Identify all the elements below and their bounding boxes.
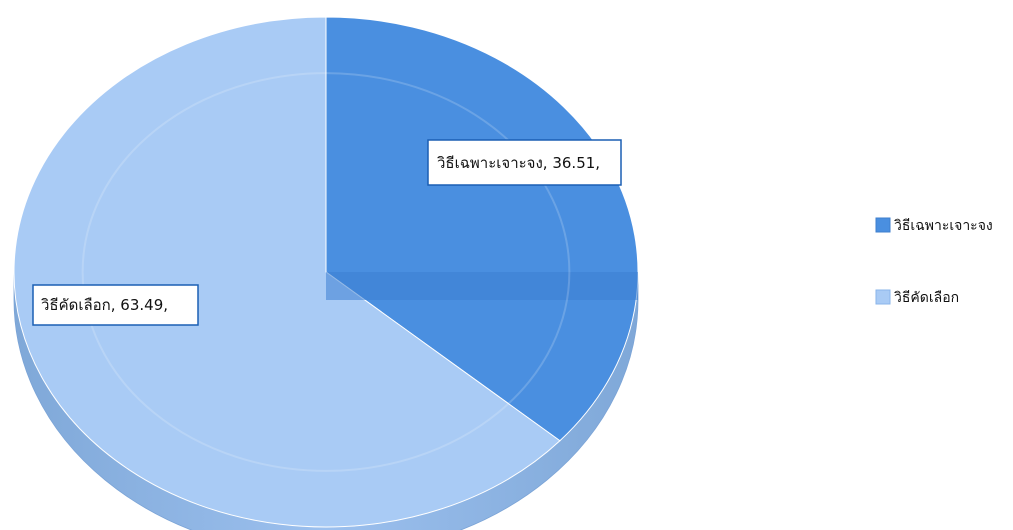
data-label-1: วิธีคัดเลือก, 63.49, (32, 284, 199, 326)
legend-item-1[interactable]: วิธีคัดเลือก (875, 289, 959, 306)
data-label-1-text: วิธีคัดเลือก, 63.49, (40, 296, 168, 314)
pie-slice-0-wall (326, 272, 638, 300)
legend-swatch-1 (875, 289, 891, 305)
data-label-0-box (427, 139, 622, 186)
pie-slice-1[interactable] (13, 16, 561, 528)
legend-item-0[interactable]: วิธีเฉพาะเจาะจง (875, 217, 993, 234)
pie-highlight (81, 72, 571, 472)
legend-label-1: วิธีคัดเลือก (894, 290, 959, 306)
legend: วิธีเฉพาะเจาะจง วิธีคัดเลือก (875, 217, 993, 306)
pie-slices (13, 16, 639, 528)
data-label-0-text: วิธีเฉพาะเจาะจง, 36.51, (436, 154, 600, 172)
legend-swatch-0 (875, 217, 891, 233)
data-label-1-box (32, 284, 199, 326)
data-label-0: วิธีเฉพาะเจาะจง, 36.51, (427, 139, 622, 186)
legend-label-0: วิธีเฉพาะเจาะจง (894, 218, 993, 234)
